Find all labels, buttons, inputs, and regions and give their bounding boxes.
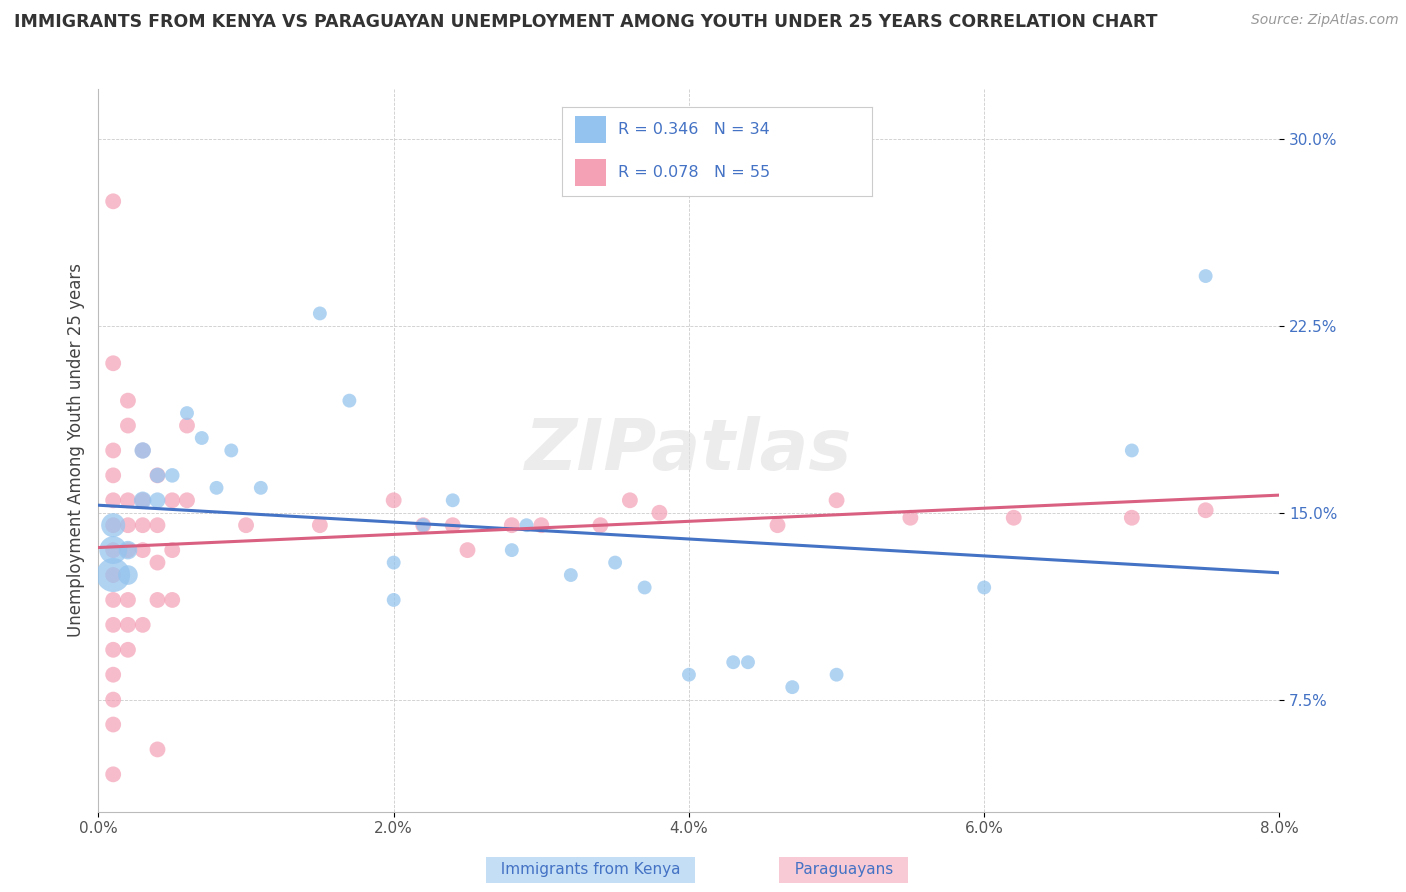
Point bbox=[825, 493, 848, 508]
Point bbox=[117, 593, 139, 607]
Point bbox=[825, 667, 848, 681]
Point bbox=[382, 493, 405, 508]
Point bbox=[132, 443, 155, 458]
Point bbox=[146, 468, 169, 483]
Point bbox=[103, 468, 125, 483]
Point bbox=[103, 493, 125, 508]
Point bbox=[309, 306, 332, 320]
Text: R = 0.078   N = 55: R = 0.078 N = 55 bbox=[619, 165, 770, 179]
Point bbox=[146, 742, 169, 756]
Point bbox=[103, 717, 125, 731]
Point bbox=[103, 543, 125, 558]
Text: ZIPatlas: ZIPatlas bbox=[526, 416, 852, 485]
Point bbox=[678, 667, 700, 681]
Point bbox=[117, 618, 139, 632]
Point bbox=[117, 568, 139, 582]
Text: IMMIGRANTS FROM KENYA VS PARAGUAYAN UNEMPLOYMENT AMONG YOUTH UNDER 25 YEARS CORR: IMMIGRANTS FROM KENYA VS PARAGUAYAN UNEM… bbox=[14, 13, 1157, 31]
Point bbox=[737, 655, 759, 669]
Point bbox=[1195, 268, 1218, 283]
Point bbox=[103, 356, 125, 370]
Point bbox=[560, 568, 582, 582]
Point bbox=[221, 443, 243, 458]
Point bbox=[589, 518, 612, 533]
Point bbox=[162, 593, 183, 607]
Point bbox=[1121, 443, 1143, 458]
Point bbox=[132, 518, 155, 533]
Point bbox=[132, 443, 155, 458]
Point bbox=[205, 481, 228, 495]
Point bbox=[103, 443, 125, 458]
Point bbox=[176, 493, 198, 508]
Point bbox=[117, 543, 139, 558]
Point bbox=[382, 593, 405, 607]
Point bbox=[132, 493, 155, 508]
Point bbox=[132, 543, 155, 558]
Point bbox=[530, 518, 553, 533]
Point bbox=[117, 493, 139, 508]
Point bbox=[648, 506, 671, 520]
Point bbox=[103, 194, 125, 209]
Point bbox=[1002, 510, 1025, 524]
Point bbox=[235, 518, 257, 533]
Bar bbox=[575, 159, 606, 186]
Point bbox=[117, 393, 139, 408]
Point bbox=[117, 518, 139, 533]
Text: R = 0.346   N = 34: R = 0.346 N = 34 bbox=[619, 122, 770, 136]
Point bbox=[782, 680, 804, 694]
Point bbox=[146, 593, 169, 607]
Point bbox=[103, 642, 125, 657]
Point bbox=[619, 493, 641, 508]
Point bbox=[766, 518, 789, 533]
Point bbox=[103, 568, 125, 582]
Point bbox=[723, 655, 745, 669]
Point bbox=[162, 468, 183, 483]
Point bbox=[117, 543, 139, 558]
Point bbox=[634, 581, 657, 595]
Point bbox=[412, 518, 434, 533]
Point bbox=[382, 556, 405, 570]
Point bbox=[103, 568, 125, 582]
Point bbox=[117, 642, 139, 657]
Point bbox=[103, 543, 125, 558]
Point bbox=[103, 692, 125, 706]
Point bbox=[176, 406, 198, 420]
Point bbox=[103, 518, 125, 533]
Y-axis label: Unemployment Among Youth under 25 years: Unemployment Among Youth under 25 years bbox=[66, 263, 84, 638]
Point bbox=[146, 468, 169, 483]
Point bbox=[1195, 503, 1218, 517]
Point bbox=[103, 667, 125, 681]
Point bbox=[900, 510, 922, 524]
Point bbox=[250, 481, 273, 495]
Point bbox=[441, 518, 464, 533]
Bar bbox=[575, 116, 606, 143]
Text: Paraguayans: Paraguayans bbox=[785, 863, 903, 877]
Point bbox=[103, 767, 125, 781]
Point bbox=[339, 393, 361, 408]
Text: Source: ZipAtlas.com: Source: ZipAtlas.com bbox=[1251, 13, 1399, 28]
Point bbox=[103, 518, 125, 533]
Point bbox=[1121, 510, 1143, 524]
Point bbox=[162, 543, 183, 558]
Point bbox=[412, 518, 434, 533]
Point bbox=[132, 618, 155, 632]
Point bbox=[973, 581, 995, 595]
Point bbox=[309, 518, 332, 533]
Point bbox=[146, 556, 169, 570]
Point bbox=[103, 593, 125, 607]
Point bbox=[146, 493, 169, 508]
Text: Immigrants from Kenya: Immigrants from Kenya bbox=[491, 863, 690, 877]
Point bbox=[162, 493, 183, 508]
Point bbox=[146, 518, 169, 533]
Point bbox=[176, 418, 198, 433]
Point bbox=[501, 543, 523, 558]
Point bbox=[132, 493, 155, 508]
Point bbox=[501, 518, 523, 533]
Point bbox=[457, 543, 479, 558]
Point bbox=[117, 418, 139, 433]
Point bbox=[605, 556, 627, 570]
Point bbox=[103, 618, 125, 632]
Point bbox=[441, 493, 464, 508]
Point bbox=[191, 431, 214, 445]
Point bbox=[516, 518, 538, 533]
